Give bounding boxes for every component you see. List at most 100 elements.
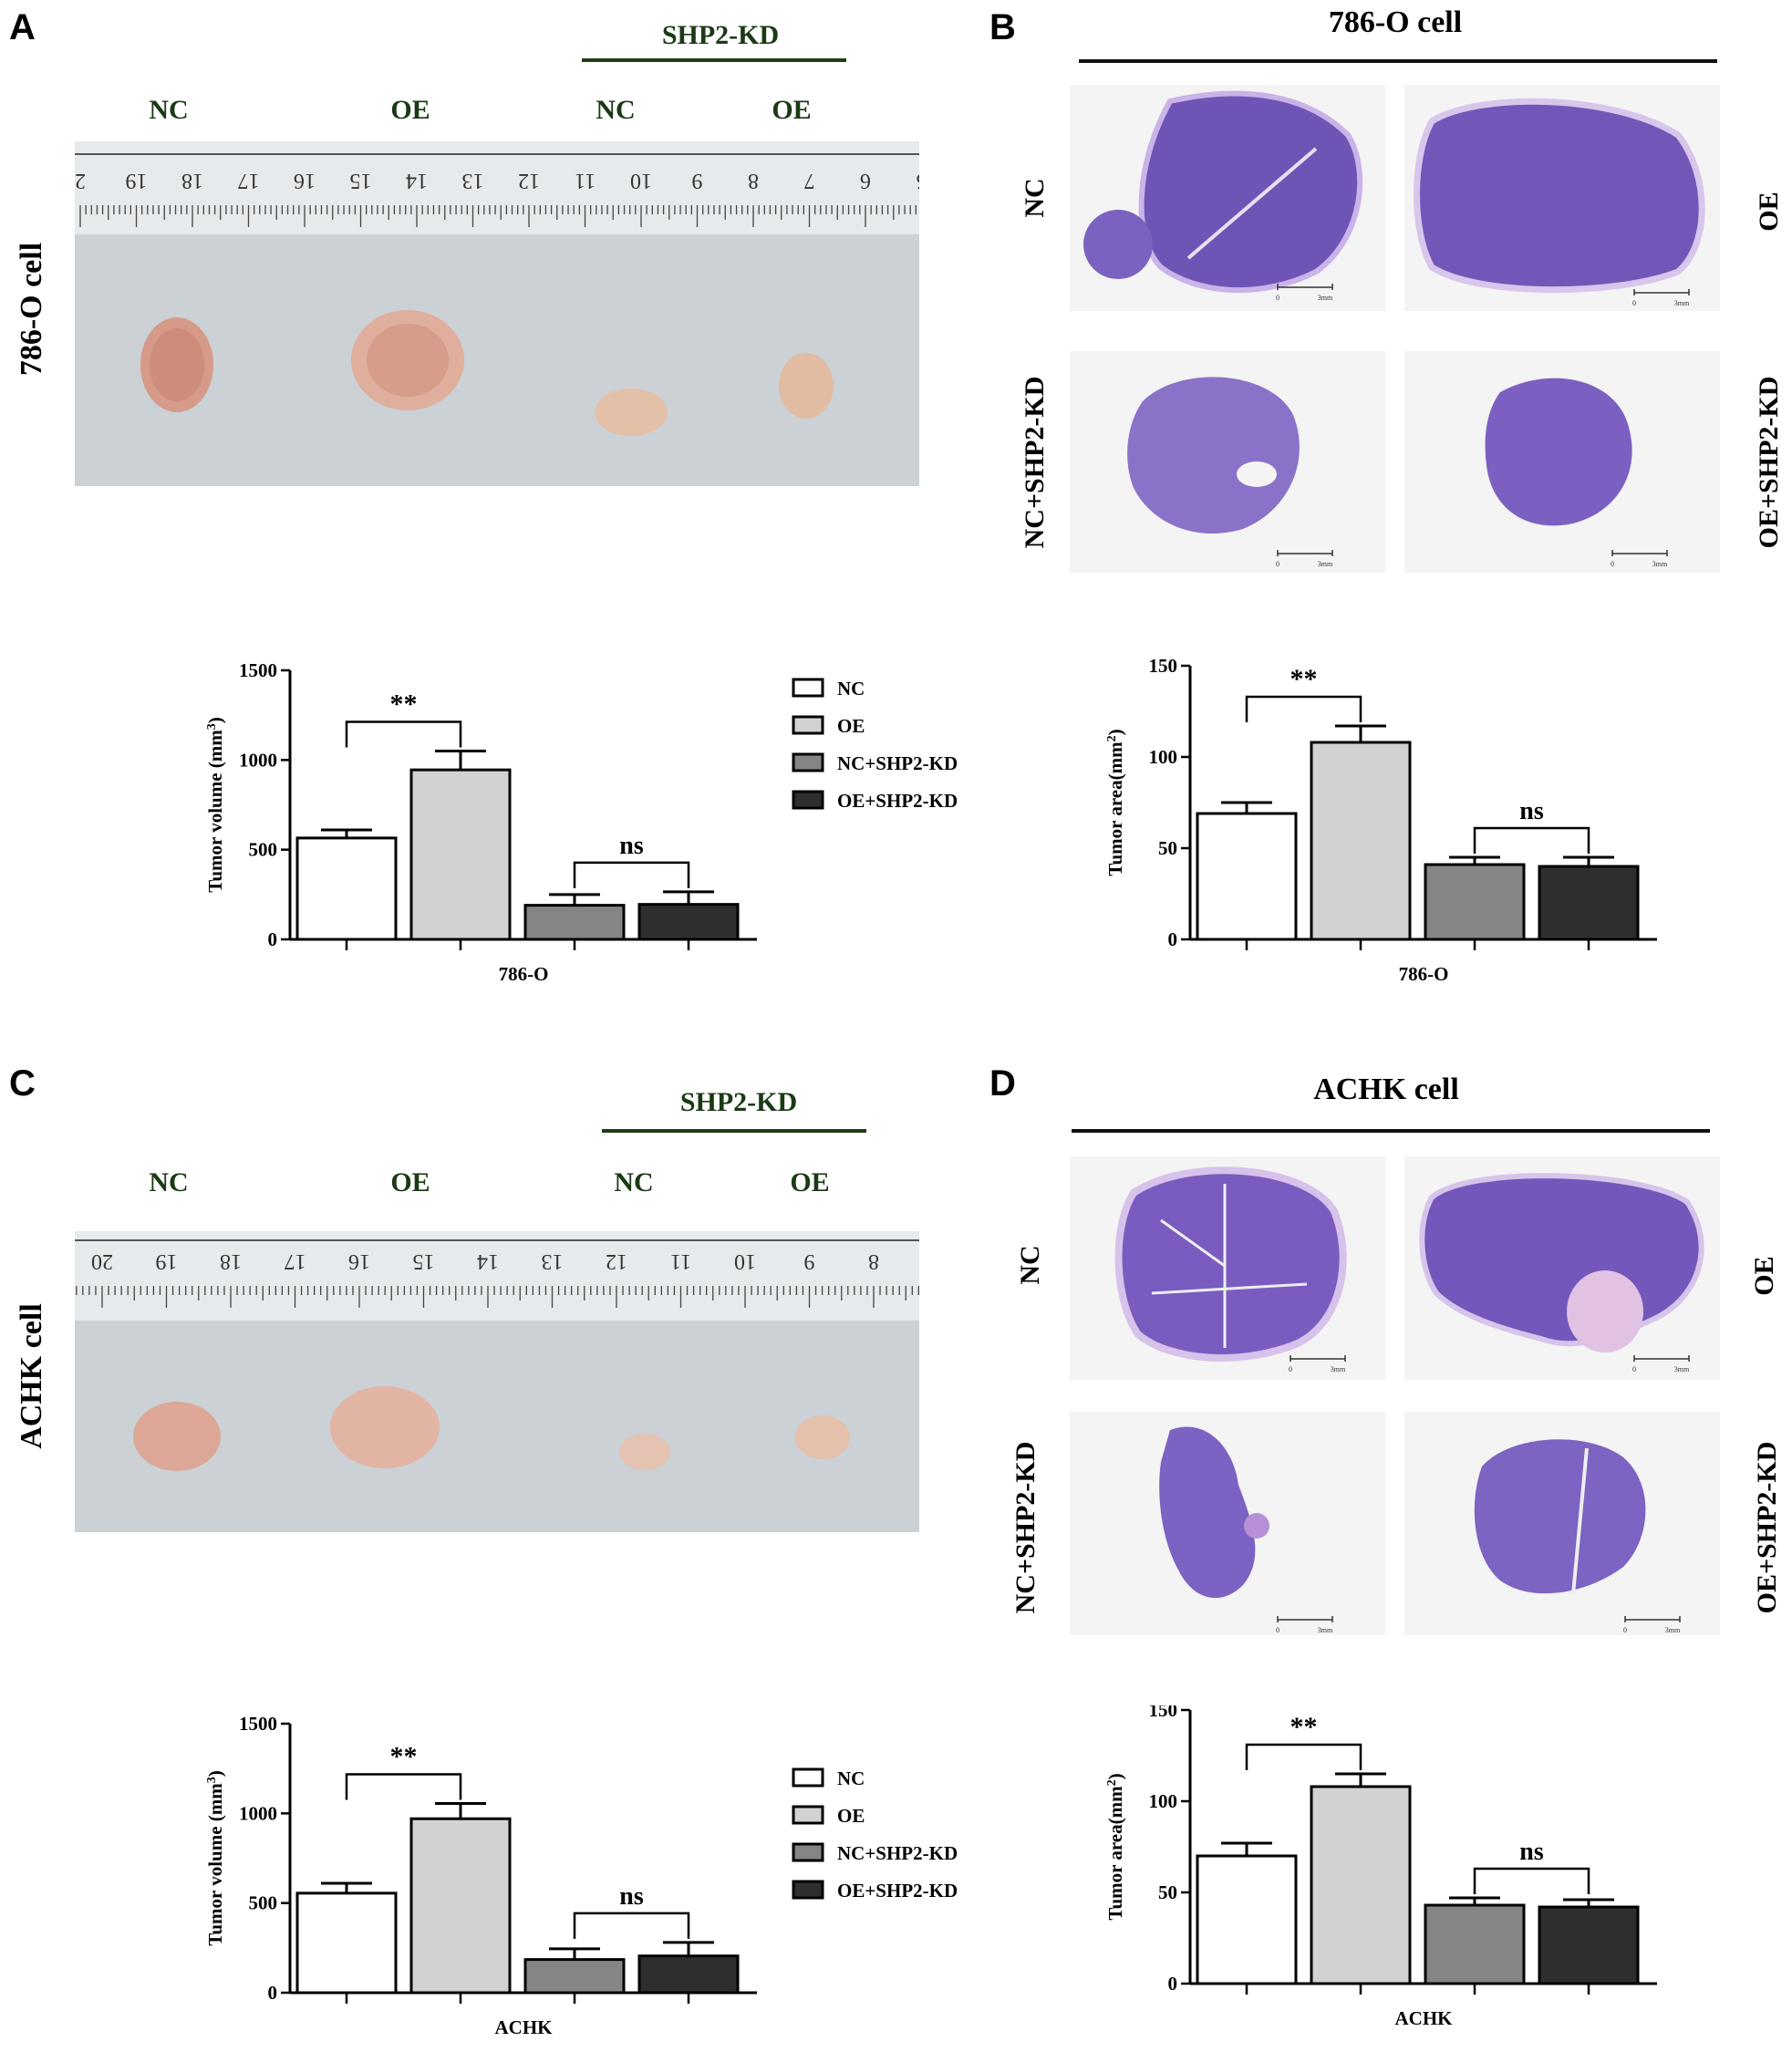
significance-label: ns	[619, 832, 644, 860]
panel-a-kd-header: SHP2-KD	[661, 20, 780, 50]
ruler-tick-label: 10	[630, 169, 652, 192]
panel-d-header: ACHK cell	[1313, 1073, 1459, 1106]
panel-d-section-oe-kd: 0 3mm	[1404, 1412, 1720, 1635]
bar-oe-shp2-kd	[1538, 865, 1640, 941]
panel-c-kd-header: SHP2-KD	[679, 1087, 798, 1117]
bar-oe-shp2-kd	[1538, 1905, 1640, 1985]
panel-d-label-oe-kd: OE+SHP2-KD	[1752, 1441, 1782, 1614]
y-axis-label: Tumor volume (mm3)	[204, 717, 226, 893]
panel-d-label-nc: NC	[1015, 1245, 1045, 1285]
bar-oe	[1310, 1785, 1412, 1985]
panel-letter-b: B	[989, 7, 1016, 47]
y-tick-label: 1500	[239, 659, 277, 681]
ruler-tick-label: 18	[181, 169, 203, 192]
scalebar-length: 3mm	[1674, 1365, 1690, 1373]
ruler-tick-label: 15	[350, 169, 372, 192]
ruler-tick-label: 7	[804, 169, 815, 192]
bar-nc	[295, 1891, 398, 1995]
legend-label: OE+SHP2-KD	[837, 1880, 958, 1902]
panel-a-group-oe-kd: OE	[772, 95, 812, 125]
significance-bracket	[1245, 1743, 1362, 1770]
bar-oe-shp2-kd	[637, 903, 740, 941]
significance-label: **	[390, 689, 418, 720]
panel-b-label-nc-kd: NC+SHP2-KD	[1020, 376, 1050, 549]
ruler-tick-label: 16	[348, 1249, 370, 1273]
panel-b-label-oe: OE	[1754, 192, 1784, 232]
significance-label: **	[390, 1742, 418, 1772]
panel-letter-c: C	[9, 1063, 36, 1104]
significance-label: ns	[1519, 797, 1544, 825]
panel-a-group-nc-kd: NC	[596, 95, 636, 125]
tumor-oe	[330, 1386, 440, 1468]
legend-label: OE	[837, 715, 865, 737]
ruler-tick-label: 9	[804, 1249, 815, 1273]
ruler-tick-label: 18	[220, 1249, 242, 1273]
x-axis-label: 786-O	[1399, 963, 1449, 985]
ruler-tick-label: 14	[406, 169, 428, 192]
significance-label: **	[1290, 1712, 1318, 1742]
legend-swatch	[792, 678, 824, 698]
legend-label: OE+SHP2-KD	[837, 790, 958, 812]
panel-c-kd-rule	[602, 1129, 866, 1133]
scalebar-zero: 0	[1276, 560, 1279, 568]
ruler-body	[75, 141, 919, 234]
scalebar-length: 3mm	[1652, 560, 1668, 568]
panel-c-group-oe: OE	[390, 1167, 430, 1197]
panel-a-side-label: 786-O cell	[15, 242, 48, 377]
y-tick-label: 1500	[239, 1715, 277, 1735]
panel-letter-a: A	[9, 7, 36, 47]
y-tick-label: 50	[1158, 837, 1177, 859]
panel-d-header-rule	[1072, 1129, 1710, 1133]
legend-swatch	[792, 1805, 824, 1825]
y-tick-label: 150	[1149, 1705, 1178, 1721]
tumor-nc-kd	[619, 1434, 670, 1470]
panel-b-header-rule	[1079, 59, 1717, 63]
chart-b: 0 50 100 150 Tumor area(mm2) 786-O ** ns	[1104, 655, 1657, 985]
significance-bracket	[1245, 695, 1362, 722]
panel-a-tumor-photo: 2 19 18 17 16 15 14 13 12 11 10 9 8 7 6 5	[75, 141, 919, 486]
y-axis-label: Tumor area(mm2)	[1104, 1773, 1126, 1920]
ruler-tick-label: 17	[238, 169, 260, 192]
panel-b-section-oe: 0 3mm	[1404, 85, 1720, 311]
panel-a-group-nc: NC	[149, 95, 189, 125]
y-axis-label: Tumor area(mm2)	[1104, 729, 1126, 876]
ruler-tick-label: 13	[542, 1249, 564, 1273]
panel-b-section-nc-kd: 0 3mm	[1070, 351, 1385, 573]
panel-c-group-nc-kd: NC	[614, 1167, 654, 1197]
y-tick-label: 500	[249, 1892, 278, 1914]
significance-bracket	[573, 861, 690, 888]
panel-c-group-nc: NC	[149, 1167, 189, 1197]
ruler-tick-label: 6	[860, 169, 871, 192]
legend-label: NC	[837, 1767, 865, 1789]
scalebar-length: 3mm	[1674, 299, 1690, 307]
ruler-tick-label: 15	[413, 1249, 435, 1273]
bar-nc	[295, 836, 398, 941]
y-tick-label: 100	[1149, 746, 1178, 768]
scalebar-zero: 0	[1276, 1626, 1279, 1634]
significance-bracket	[345, 720, 462, 748]
scalebar-length: 3mm	[1318, 560, 1333, 568]
panel-c-group-oe-kd: OE	[790, 1167, 830, 1197]
significance-bracket	[573, 1912, 690, 1939]
y-tick-label: 1000	[239, 749, 277, 771]
y-tick-label: 50	[1158, 1881, 1177, 1903]
legend-label: OE	[837, 1805, 865, 1827]
legend-swatch	[792, 1767, 824, 1788]
scalebar-length: 3mm	[1318, 1626, 1333, 1634]
y-axis-label: Tumor volume (mm3)	[204, 1770, 226, 1946]
chart-a: 0 500 1000 1500 Tumor volume (mm3) 786-O ** ns N…	[204, 659, 958, 985]
legend-label: NC	[837, 678, 865, 700]
scalebar-length: 3mm	[1331, 1365, 1346, 1373]
tumor-oe-kd	[779, 353, 834, 419]
panel-b-header: 786-O cell	[1328, 5, 1463, 39]
legend-swatch	[792, 1880, 824, 1900]
bar-oe	[409, 768, 512, 941]
ruler-tick-label: 2	[75, 169, 86, 192]
ruler-tick-label: 17	[285, 1249, 306, 1273]
ruler-tick-label: 12	[518, 169, 540, 192]
bar-nc-shp2-kd	[1424, 1903, 1526, 1985]
legend-swatch	[792, 715, 824, 735]
panel-b-section-nc: 0 3mm	[1070, 85, 1385, 311]
y-tick-label: 0	[268, 928, 278, 950]
panel-d-label-nc-kd: NC+SHP2-KD	[1010, 1441, 1041, 1614]
